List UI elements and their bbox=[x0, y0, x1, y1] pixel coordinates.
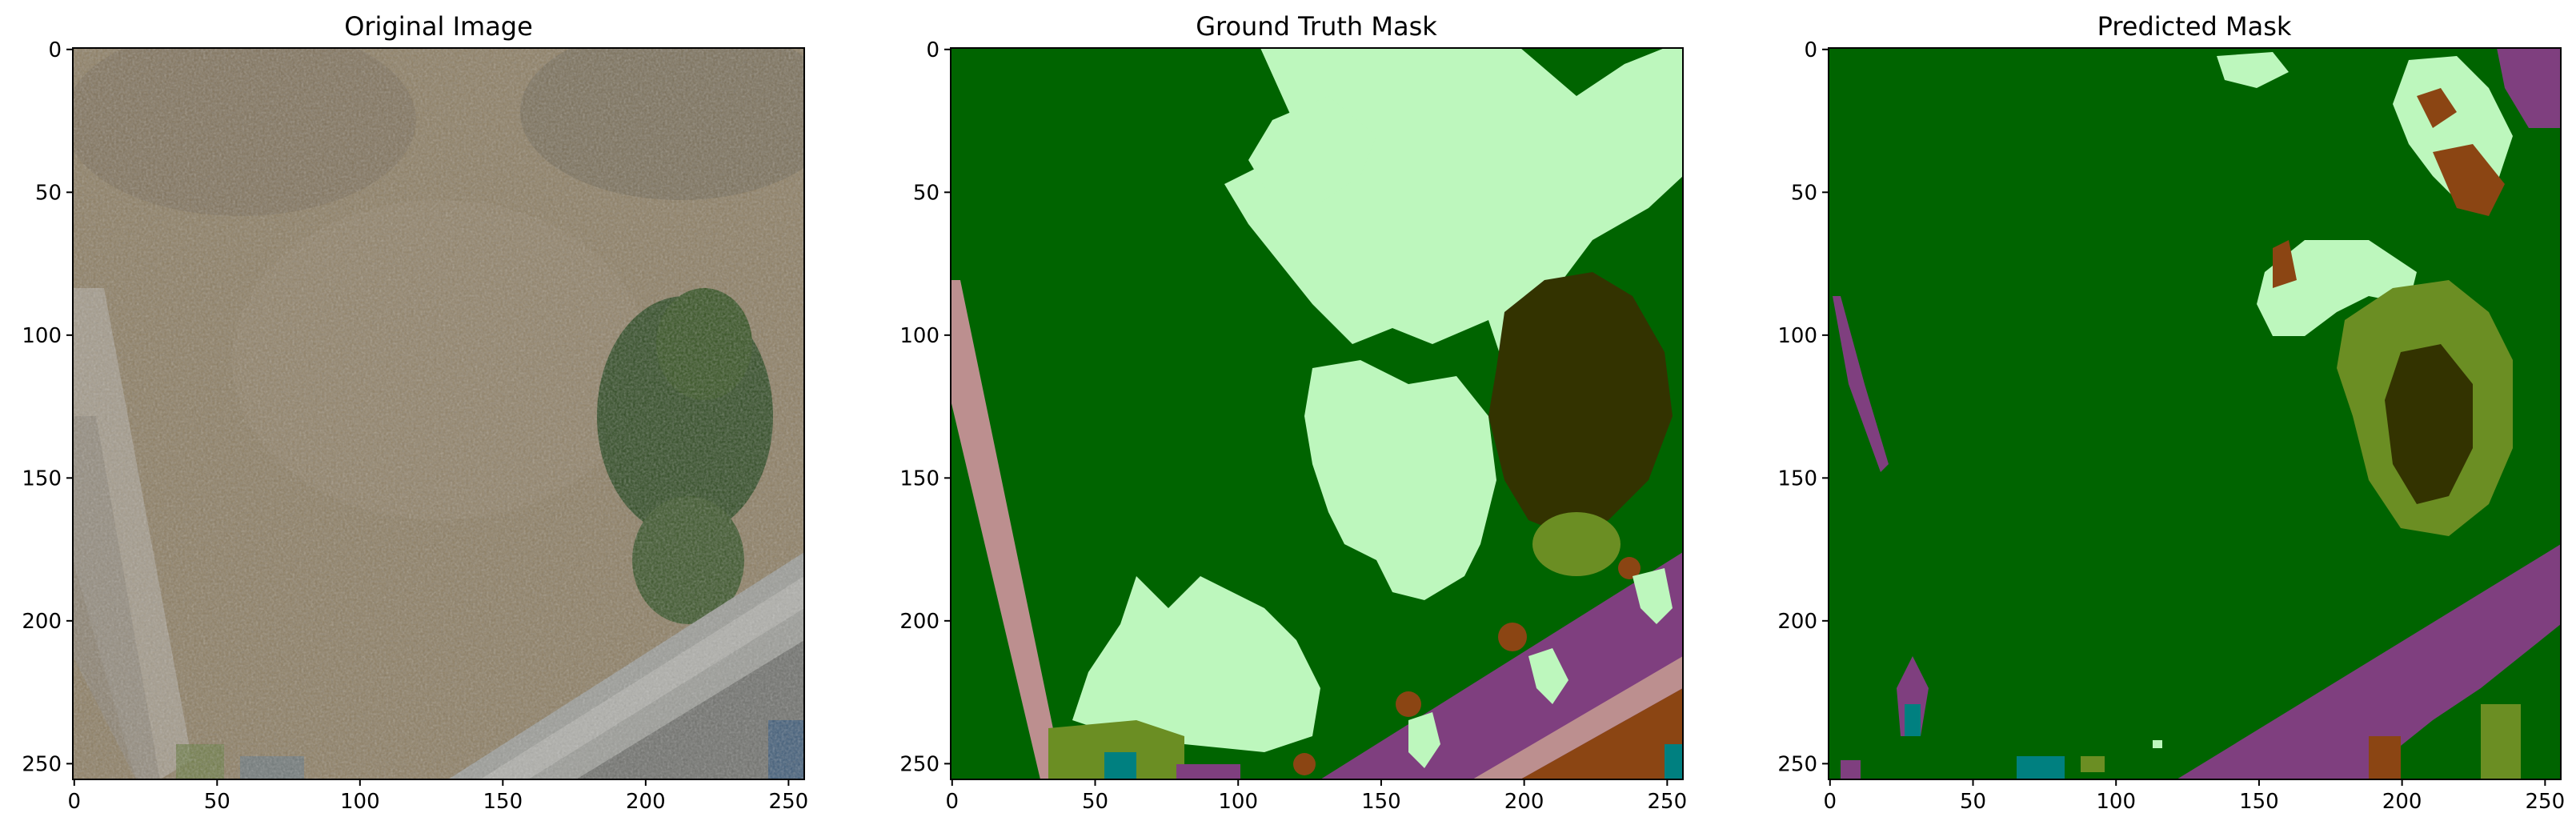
y-tick-label: 0 bbox=[926, 38, 939, 62]
x-tick-label: 0 bbox=[68, 790, 82, 814]
panel-ground-truth-mask: Ground Truth Mask bbox=[950, 11, 1684, 780]
x-tick-label: 50 bbox=[1960, 790, 1986, 814]
x-tick-label: 0 bbox=[946, 790, 959, 814]
x-tick-label: 250 bbox=[769, 790, 809, 814]
x-tick-label: 50 bbox=[1082, 790, 1108, 814]
y-tick-label: 250 bbox=[22, 752, 62, 776]
panel-original-image: Original Image bbox=[72, 11, 805, 780]
original-photo bbox=[73, 48, 804, 779]
y-tick-label: 250 bbox=[899, 752, 939, 776]
x-tick-label: 250 bbox=[2526, 790, 2566, 814]
x-tick-label: 200 bbox=[2382, 790, 2422, 814]
y-tick-label: 150 bbox=[899, 467, 939, 491]
y-tick-label: 150 bbox=[1777, 467, 1817, 491]
x-tick-label: 100 bbox=[340, 790, 380, 814]
y-tick-label: 0 bbox=[1804, 38, 1817, 62]
x-tick-label: 250 bbox=[1648, 790, 1688, 814]
y-tick-label: 200 bbox=[22, 610, 62, 634]
y-tick-label: 200 bbox=[1777, 610, 1817, 634]
x-tick-label: 0 bbox=[1824, 790, 1837, 814]
y-tick-label: 50 bbox=[1791, 181, 1817, 205]
x-tick-label: 50 bbox=[204, 790, 230, 814]
y-tick-label: 100 bbox=[22, 324, 62, 348]
x-tick-label: 200 bbox=[1504, 790, 1544, 814]
predicted-image bbox=[1829, 48, 2561, 779]
x-tick-label: 150 bbox=[483, 790, 523, 814]
y-tick-label: 100 bbox=[899, 324, 939, 348]
panel-title-predicted: Predicted Mask bbox=[2097, 11, 2292, 42]
panel-predicted-mask: Predicted Mask bbox=[1828, 11, 2562, 780]
y-tick-label: 150 bbox=[22, 467, 62, 491]
y-tick-label: 250 bbox=[1777, 752, 1817, 776]
y-tick-label: 50 bbox=[913, 181, 939, 205]
y-tick-label: 0 bbox=[48, 38, 62, 62]
ground-truth-image bbox=[951, 48, 1683, 779]
x-tick-label: 200 bbox=[626, 790, 666, 814]
y-tick-label: 100 bbox=[1777, 324, 1817, 348]
panel-title-original: Original Image bbox=[344, 11, 533, 42]
x-tick-label: 150 bbox=[1361, 790, 1401, 814]
y-tick-label: 50 bbox=[35, 181, 62, 205]
x-tick-label: 100 bbox=[1218, 790, 1258, 814]
x-tick-label: 100 bbox=[2096, 790, 2136, 814]
panel-title-ground-truth: Ground Truth Mask bbox=[1196, 11, 1437, 42]
x-tick-label: 150 bbox=[2239, 790, 2279, 814]
y-tick-label: 200 bbox=[899, 610, 939, 634]
